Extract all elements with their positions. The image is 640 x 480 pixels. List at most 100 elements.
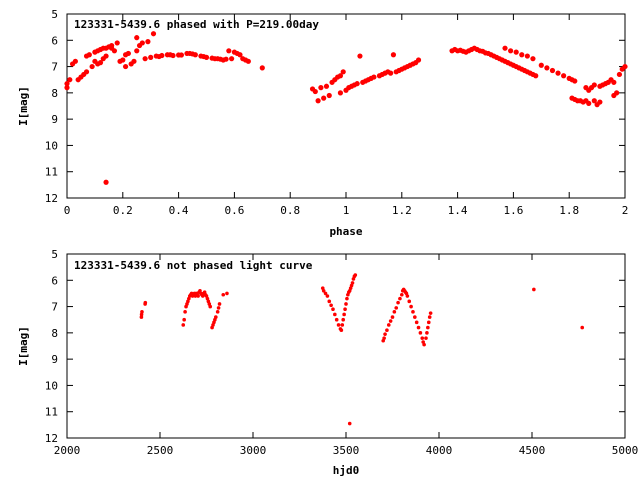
x-tick-label: 2 [622,204,629,217]
data-point [122,63,129,70]
x-tick-label: 1.8 [559,204,579,217]
data-point [223,56,229,62]
y-tick-label: 5 [51,248,58,261]
data-point [329,303,333,308]
data-point [390,52,397,58]
data-point [170,52,176,59]
data-point [178,52,184,58]
data-point [134,35,140,41]
y-tick-label: 7 [51,61,58,74]
data-point [237,52,243,58]
data-point [586,100,592,106]
data-point [424,336,428,340]
data-point [425,331,429,335]
data-point [183,310,187,314]
data-point [336,323,341,327]
data-point [150,31,157,37]
data-point [616,71,623,78]
data-point [83,69,90,75]
chart-panel-2: 2000 2500 3000 3500 4000 4500 5000 5 6 7 8 9 10 11 12 1… [17,248,638,477]
data-point [347,421,352,426]
plot-frame [66,13,626,199]
x-tick-label: 0.2 [113,204,133,217]
data-point [405,294,410,298]
data-point [333,312,337,317]
data-point [420,336,425,340]
data-point [513,49,519,55]
data-point [139,315,144,319]
x-tick-label: 0.4 [169,204,189,217]
data-point [426,325,430,330]
data-point [325,294,330,298]
data-point [103,53,109,59]
data-point [396,300,400,305]
data-point [382,336,386,340]
data-point [390,315,395,319]
y-axis-label: I[mag] [17,86,30,126]
data-point [350,281,355,285]
data-point [342,312,346,317]
data-point [315,98,321,104]
data-point [427,315,432,319]
data-point [415,57,422,63]
data-point [549,67,556,74]
data-point [371,74,377,80]
data-point [321,95,327,101]
data-point [413,315,417,319]
x-axis-label: hjd0 [333,464,360,477]
data-point [407,299,412,304]
y-tick-label: 12 [45,192,58,205]
data-point [337,90,344,96]
y-tick-label: 7 [51,301,58,314]
data-point [400,292,404,297]
data-point [614,90,620,96]
data-point [139,40,145,46]
data-point [331,307,335,312]
x-tick-label: 1.2 [392,204,412,217]
data-point [221,292,226,297]
data-point [388,319,393,323]
plot-frame [66,253,626,439]
data-point [572,78,578,84]
data-point [345,296,349,301]
x-tick-label: 4000 [426,444,453,457]
data-point [327,299,332,304]
data-point [140,310,144,314]
y-tick-label: 10 [45,379,58,392]
data-point [86,52,92,58]
data-point [418,331,423,335]
x-tick-label: 0.6 [224,204,244,217]
data-point [597,99,603,105]
data-point [591,98,597,104]
data-point [524,53,530,59]
data-point [611,79,617,85]
data-point [544,65,550,71]
y-tick-label: 12 [45,432,58,445]
data-point [392,310,397,314]
chart-panel-1: 0 0.2 0.4 0.6 0.8 1 1.2 1.4 1.6 1.8 2 5 6 7 8 9 10 11 12 12… [17,8,628,238]
data-point [145,39,151,45]
x-tick-label: 0 [64,204,71,217]
x-tick-label: 3000 [240,444,267,457]
data-point [64,85,70,91]
data-point [426,320,431,325]
data-point [334,317,339,322]
data-point [411,310,415,314]
y-tick-label: 11 [45,406,58,419]
x-tick-label: 1 [343,204,350,217]
data-point [409,304,413,309]
data-point [385,328,389,333]
data-point [259,65,265,71]
y-tick-label: 9 [51,353,58,366]
data-point [337,73,344,79]
data-point [323,291,328,296]
data-point [216,306,221,310]
data-point [340,323,345,327]
data-point [530,56,536,62]
data-point [229,56,235,62]
data-point [125,50,131,57]
data-point [103,179,109,185]
data-point [225,291,229,296]
data-point [428,311,433,315]
